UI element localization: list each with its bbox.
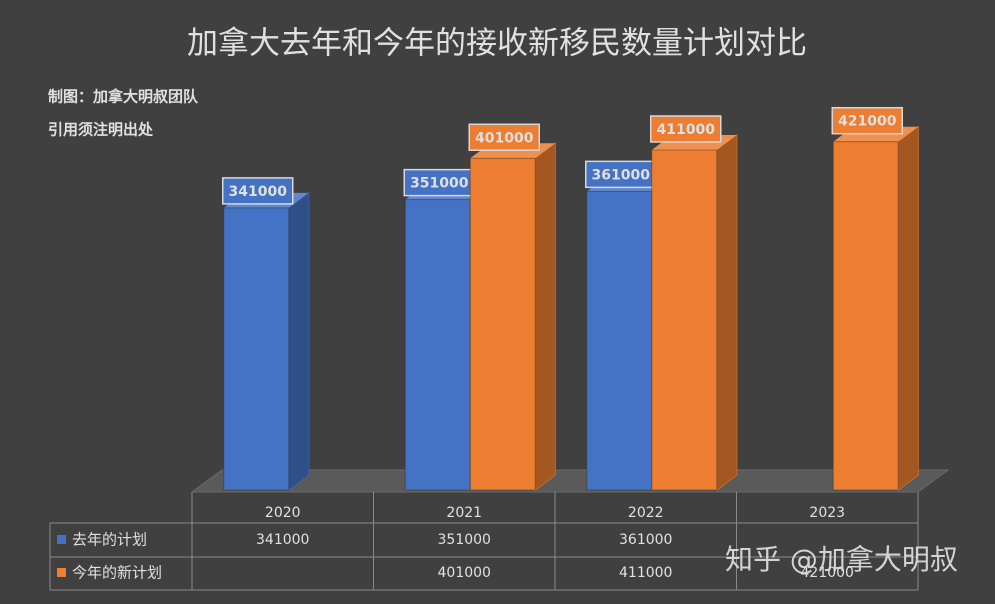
table-value: 411000 xyxy=(619,565,672,581)
watermark: 知乎 @加拿大明叔 xyxy=(725,543,958,576)
table-value: 361000 xyxy=(619,532,672,548)
bar xyxy=(832,125,919,491)
legend-swatch xyxy=(57,535,66,544)
bar-front xyxy=(469,157,536,491)
table-value: 341000 xyxy=(256,532,309,548)
data-label-box xyxy=(585,160,657,189)
legend-label: 今年的新计划 xyxy=(72,564,162,582)
x-tick-label: 2023 xyxy=(809,505,845,521)
chart-title: 加拿大去年和今年的接收新移民数量计划对比 xyxy=(187,26,807,62)
legend-swatch xyxy=(57,568,66,577)
bar-front xyxy=(832,141,899,491)
bar-side-shade xyxy=(716,134,737,490)
floor xyxy=(190,469,950,493)
bar xyxy=(651,133,738,491)
data-label-box xyxy=(831,106,903,135)
bar-side-shade xyxy=(535,143,556,490)
data-label: 401000 xyxy=(475,130,534,146)
data-label: 341000 xyxy=(229,184,288,200)
data-label: 351000 xyxy=(410,176,469,192)
data-label-box xyxy=(468,123,540,152)
data-label-box xyxy=(403,168,475,197)
data-label-box xyxy=(222,177,294,205)
bar xyxy=(469,142,556,491)
legend-label: 去年的计划 xyxy=(72,531,147,549)
x-tick-label: 2022 xyxy=(628,505,664,521)
table-value: 351000 xyxy=(438,532,491,548)
bar-side-shade xyxy=(898,126,919,490)
data-label: 411000 xyxy=(657,122,716,138)
x-tick-label: 2020 xyxy=(265,505,301,521)
data-label: 361000 xyxy=(592,167,651,183)
data-label: 421000 xyxy=(838,114,897,130)
annotation: 制图：加拿大明叔团队 xyxy=(48,88,199,106)
bar-front xyxy=(404,199,471,491)
table-value: 401000 xyxy=(438,565,491,581)
x-tick-label: 2021 xyxy=(446,505,482,521)
annotation: 引用须注明出处 xyxy=(48,121,154,139)
bar-side-shade xyxy=(288,192,309,490)
table-value: 421000 xyxy=(801,565,854,581)
bar-front xyxy=(586,190,653,491)
data-table xyxy=(49,492,918,591)
data-label-box xyxy=(650,115,722,143)
bar xyxy=(223,191,310,491)
bar-front xyxy=(223,207,290,491)
bar-front xyxy=(651,149,718,491)
